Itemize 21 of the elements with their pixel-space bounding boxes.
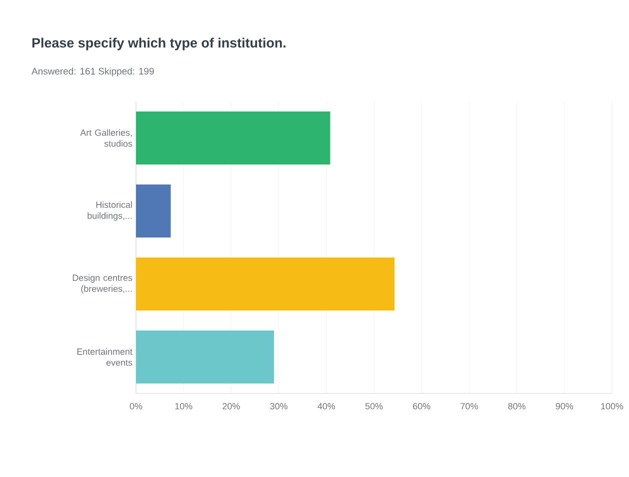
y-tick-label: Design centres (breweries,... <box>72 274 132 294</box>
x-tick-label: 0% <box>130 403 142 410</box>
x-tick-label: 80% <box>508 403 526 410</box>
x-tick-label: 30% <box>270 403 288 410</box>
chart-subtitle: Answered: 161 Skipped: 199 <box>32 68 154 76</box>
bar <box>136 257 394 310</box>
x-tick-label: 100% <box>601 403 624 410</box>
y-tick-label: Art Galleries, studios <box>80 129 132 147</box>
x-tick-label: 60% <box>413 403 430 410</box>
x-tick-label: 20% <box>222 403 240 410</box>
x-tick-label: 50% <box>365 403 383 410</box>
bar <box>136 112 330 164</box>
chart-title: Please specify which type of institution. <box>32 38 286 50</box>
y-tick-label: Historical buildings,... <box>88 201 132 221</box>
x-tick-label: 90% <box>556 403 574 410</box>
bar <box>136 184 171 238</box>
x-tick-label: 40% <box>318 403 336 410</box>
y-tick-label: Entertainment events <box>77 348 132 366</box>
x-tick-label: 10% <box>175 403 192 410</box>
bar <box>136 330 274 384</box>
x-tick-label: 70% <box>460 403 478 410</box>
